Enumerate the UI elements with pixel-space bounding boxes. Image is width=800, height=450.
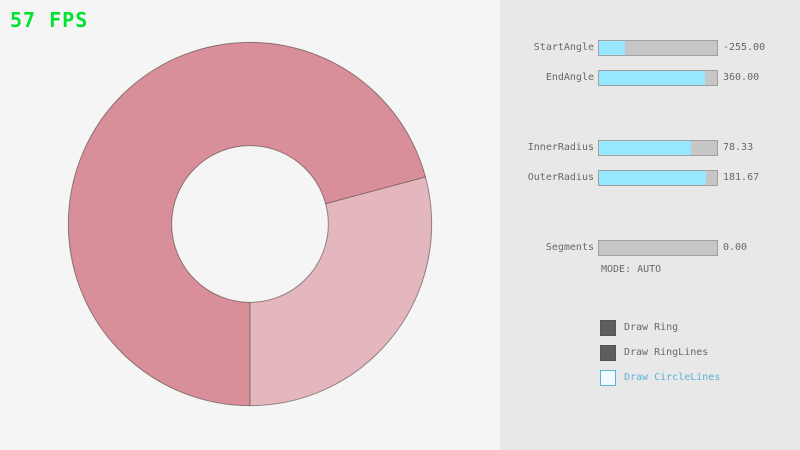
slider-value: 360.00 xyxy=(723,72,760,83)
outer-radius-slider[interactable] xyxy=(598,170,718,186)
slider-label: InnerRadius xyxy=(527,142,594,153)
checkbox-row-draw-circlelines: Draw CircleLines xyxy=(0,370,800,386)
ring-outer-outline xyxy=(67,41,433,407)
slider-label: OuterRadius xyxy=(527,172,594,183)
fps-counter: 57 FPS xyxy=(10,8,89,32)
slider-fill xyxy=(599,41,625,55)
slider-label: EndAngle xyxy=(545,72,594,83)
checkbox-label: Draw RingLines xyxy=(624,347,709,358)
slider-label: StartAngle xyxy=(533,42,594,53)
slider-row-segments: Segments 0.00 xyxy=(0,240,800,256)
ring-inner-outline xyxy=(171,145,329,303)
slider-label: Segments xyxy=(545,242,594,253)
segments-slider[interactable] xyxy=(598,240,718,256)
start-angle-slider[interactable] xyxy=(598,40,718,56)
draw-ring-checkbox[interactable] xyxy=(600,320,616,336)
ring-sector-light xyxy=(250,176,432,406)
slider-row-end-angle: EndAngle 360.00 xyxy=(0,70,800,86)
checkbox-label: Draw CircleLines xyxy=(624,372,721,383)
draw-ringlines-checkbox[interactable] xyxy=(600,345,616,361)
slider-row-inner-radius: InnerRadius 78.33 xyxy=(0,140,800,156)
slider-value: 78.33 xyxy=(723,142,754,153)
slider-value: 0.00 xyxy=(723,242,748,253)
ring-radial-line-right xyxy=(325,176,426,205)
inner-radius-slider[interactable] xyxy=(598,140,718,156)
slider-row-outer-radius: OuterRadius 181.67 xyxy=(0,170,800,186)
slider-fill xyxy=(599,141,692,155)
slider-fill xyxy=(599,71,706,85)
slider-value: -255.00 xyxy=(723,42,766,53)
slider-value: 181.67 xyxy=(723,172,760,183)
checkbox-row-draw-ringlines: Draw RingLines xyxy=(0,345,800,361)
segments-mode-label: MODE: AUTO xyxy=(601,264,662,275)
ring-sector-dark xyxy=(68,42,426,406)
end-angle-slider[interactable] xyxy=(598,70,718,86)
checkbox-row-draw-ring: Draw Ring xyxy=(0,320,800,336)
slider-row-start-angle: StartAngle -255.00 xyxy=(0,40,800,56)
slider-fill xyxy=(599,171,707,185)
draw-circlelines-checkbox[interactable] xyxy=(600,370,616,386)
checkbox-label: Draw Ring xyxy=(624,322,679,333)
